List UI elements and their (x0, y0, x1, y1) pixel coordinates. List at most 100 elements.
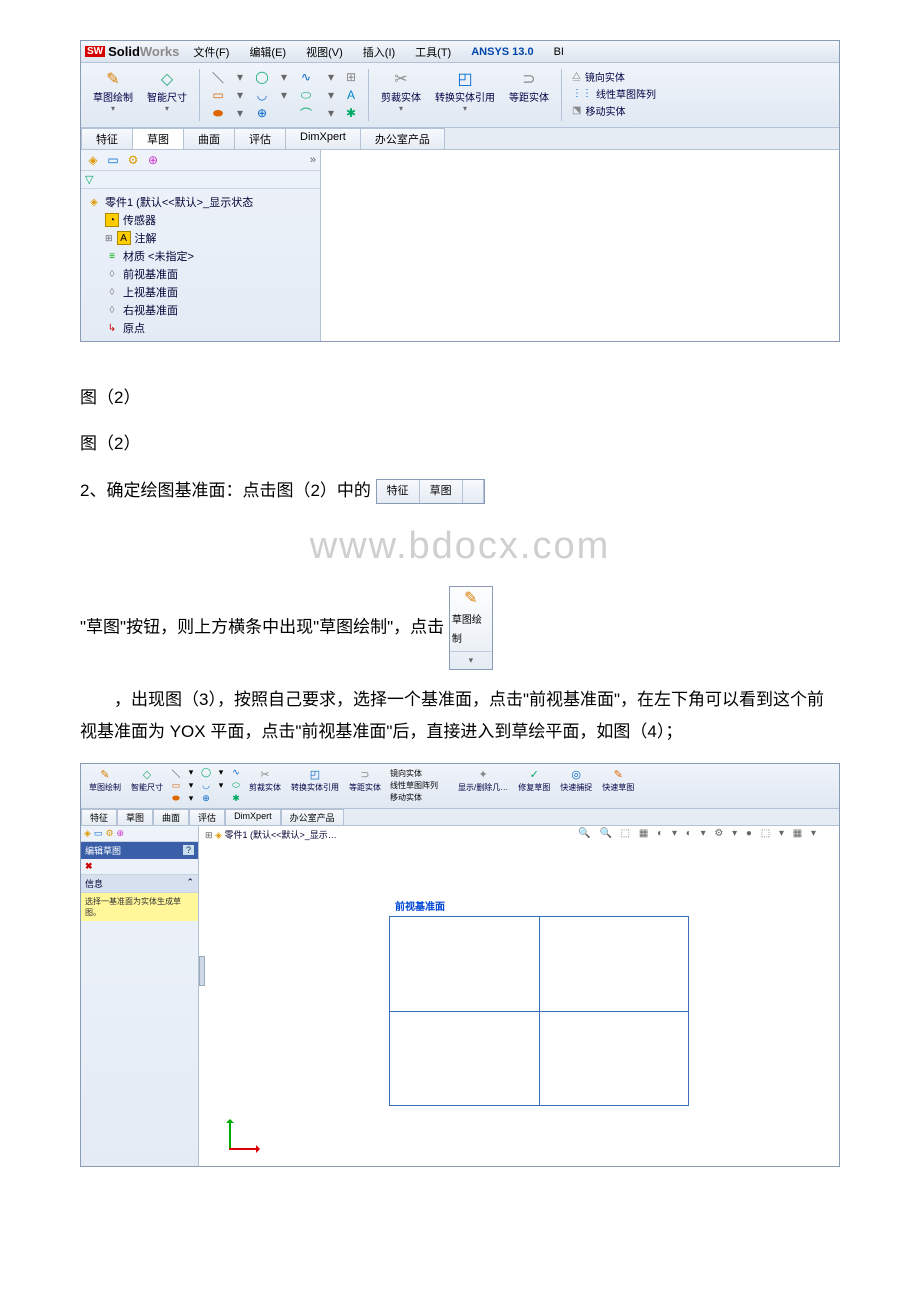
smartdim-button-2[interactable]: ◇智能尺寸 (127, 767, 167, 794)
tree-icon-3[interactable]: ⚙ (125, 152, 141, 168)
front-plane[interactable] (389, 916, 689, 1106)
ribbon-2: ✎草图绘制 ◇智能尺寸 ＼▾◯▾∿ ▭▾◡▾⬭ ⬬▾⊕✱ ✂剪裁实体 ◰转换实体… (81, 764, 839, 809)
command-tabs: 特征 草图 曲面 评估 DimXpert 办公室产品 (81, 128, 839, 150)
x-axis (229, 1148, 259, 1150)
menu-insert[interactable]: 插入(I) (353, 44, 405, 60)
tree-annotations[interactable]: ⊞A注解 (87, 229, 314, 247)
tab2-office[interactable]: 办公室产品 (281, 809, 344, 825)
convert-button-2[interactable]: ◰转换实体引用 (287, 767, 343, 794)
menu-tools[interactable]: 工具(T) (405, 44, 461, 60)
tools-grid-2: ＼▾◯▾∿ ▭▾◡▾⬭ ⬬▾⊕✱ (169, 767, 243, 805)
panel-toolbar: ◈ ▭ ⚙ ⊕ (81, 826, 198, 842)
tab-evaluate[interactable]: 评估 (234, 128, 286, 149)
tab-feature[interactable]: 特征 (81, 128, 133, 149)
paragraph-1: 2、确定绘图基准面：点击图（2）中的 特征 草图 (80, 475, 840, 507)
help-icon[interactable]: ? (183, 845, 194, 855)
inline-tab-feature[interactable]: 特征 (377, 480, 420, 503)
tree-material[interactable]: ≡材质 <未指定> (87, 247, 314, 265)
tab-surface[interactable]: 曲面 (183, 128, 235, 149)
tree-icon-2[interactable]: ▭ (105, 152, 121, 168)
tab-sketch[interactable]: 草图 (132, 128, 184, 149)
inline-tab-sketch[interactable]: 草图 (420, 480, 463, 503)
panel-icon-4[interactable]: ⊕ (117, 828, 125, 839)
repair-button[interactable]: ✓修复草图 (514, 767, 554, 794)
close-icon[interactable]: ✖ (81, 859, 198, 874)
smart-dimension-button[interactable]: ◇智能尺寸▾ (141, 67, 193, 123)
tab-office[interactable]: 办公室产品 (360, 128, 445, 149)
menu-view[interactable]: 视图(V) (296, 44, 353, 60)
expand-icon[interactable]: » (310, 154, 316, 166)
rapid-sketch-button[interactable]: ✎快速草图 (598, 767, 638, 794)
tab2-sketch[interactable]: 草图 (117, 809, 153, 825)
arc-icon[interactable]: ◡ (252, 87, 272, 103)
menu-ansys[interactable]: ANSYS 13.0 (461, 46, 543, 58)
feature-tree: ◈零件1 (默认<<默认>_显示状态 ◔传感器 ⊞A注解 ≡材质 <未指定> ◊… (81, 189, 320, 341)
ellipse-icon[interactable]: ⬭ (296, 87, 316, 103)
feature-tree-panel: ◈ ▭ ⚙ ⊕ » ▽ ◈零件1 (默认<<默认>_显示状态 ◔传感器 ⊞A注解… (81, 150, 321, 341)
tree-right-plane[interactable]: ◊右视基准面 (87, 301, 314, 319)
info-section-header[interactable]: 信息⌃ (81, 874, 198, 893)
asterisk-icon[interactable]: ✱ (342, 105, 360, 121)
view-toolbar[interactable]: 🔍 🔍 ⬚ ▦ ◐ ▾ ◐ ▾ ⚙ ▾ ● ⬚ ▾ ▦ ▾ (578, 828, 819, 839)
panel-title: 编辑草图? (81, 842, 198, 859)
inline-sketch-button[interactable]: ✎ 草图绘制 ▾ (449, 586, 493, 670)
flyout-tree[interactable]: ⊞ ◈ 零件1 (默认<<默认>_显示… (205, 828, 337, 841)
graphics-area[interactable] (321, 150, 839, 341)
graphics-area-2[interactable]: ⊞ ◈ 零件1 (默认<<默认>_显示… 🔍 🔍 ⬚ ▦ ◐ ▾ ◐ ▾ ⚙ ▾… (199, 826, 839, 1166)
quick-snap-button[interactable]: ◎快速捕捉 (556, 767, 596, 794)
point-icon[interactable]: ⊕ (252, 105, 272, 121)
menu-file[interactable]: 文件(F) (183, 44, 239, 60)
splitter-handle[interactable] (199, 956, 205, 986)
tree-root[interactable]: ◈零件1 (默认<<默认>_显示状态 (87, 193, 314, 211)
offset-icon: ⊃ (519, 69, 539, 89)
tab2-dimxpert[interactable]: DimXpert (225, 809, 281, 825)
dropdown-arrow-icon[interactable]: ▾ (450, 651, 492, 669)
move-icon[interactable]: ⬔ (572, 105, 581, 116)
caption-fig2b: 图（2） (80, 428, 840, 460)
tree-front-plane[interactable]: ◊前视基准面 (87, 265, 314, 283)
filter-icon[interactable]: ▽ (81, 171, 320, 189)
menu-edit[interactable]: 编辑(E) (239, 44, 296, 60)
sketch-tools-grid-2: ▾⊞ ▾A ▾✱ (320, 67, 362, 123)
plane-label: 前视基准面 (395, 898, 445, 913)
dimension-icon: ◇ (157, 69, 177, 89)
sketch-button[interactable]: ✎草图绘制▾ (87, 67, 139, 123)
circle-icon[interactable]: ◯ (252, 69, 272, 85)
line-icon[interactable]: ＼ (208, 69, 228, 85)
panel-icon-2[interactable]: ▭ (94, 828, 103, 839)
tab2-surface[interactable]: 曲面 (153, 809, 189, 825)
tree-icon-1[interactable]: ◈ (85, 152, 101, 168)
showhide-button[interactable]: ✦显示/删除几… (454, 767, 512, 794)
slot-icon[interactable]: ⬬ (208, 105, 228, 121)
linear-pattern-icon[interactable]: ⋮⋮ (572, 88, 592, 99)
sketch-button-2[interactable]: ✎草图绘制 (85, 767, 125, 794)
tab2-evaluate[interactable]: 评估 (189, 809, 225, 825)
paragraph-3: ，出现图（3），按照自己要求，选择一个基准面，点击"前视基准面"，在左下角可以看… (80, 684, 840, 749)
tree-sensors[interactable]: ◔传感器 (87, 211, 314, 229)
property-panel: ◈ ▭ ⚙ ⊕ 编辑草图? ✖ 信息⌃ 选择一基准面为实体生成草图。 (81, 826, 199, 1166)
tree-top-plane[interactable]: ◊上视基准面 (87, 283, 314, 301)
panel-icon-1[interactable]: ◈ (84, 828, 91, 839)
offset-button-2[interactable]: ⊃等距实体 (345, 767, 385, 794)
trim-button[interactable]: ✂剪裁实体▾ (375, 67, 427, 123)
inline-tabs-image: 特征 草图 (376, 479, 485, 504)
tree-origin[interactable]: ↳原点 (87, 319, 314, 337)
offset-button[interactable]: ⊃等距实体 (503, 67, 555, 123)
tab-dimxpert[interactable]: DimXpert (285, 128, 361, 149)
window-body-2: ◈ ▭ ⚙ ⊕ 编辑草图? ✖ 信息⌃ 选择一基准面为实体生成草图。 ⊞ ◈ 零… (81, 826, 839, 1166)
rect-icon[interactable]: ▭ (208, 87, 228, 103)
mirror-icon[interactable]: ⧋ (572, 71, 581, 82)
tree-icon-4[interactable]: ⊕ (145, 152, 161, 168)
app-logo: SW SolidWorks (81, 44, 183, 59)
convert-button[interactable]: ◰转换实体引用▾ (429, 67, 501, 123)
transform-list-2: 镜向实体 线性草图阵列 移动实体 (387, 767, 441, 804)
trim-button-2[interactable]: ✂剪裁实体 (245, 767, 285, 794)
convert-icon: ◰ (455, 69, 475, 89)
text-icon[interactable]: A (342, 87, 360, 103)
logo-badge: SW (85, 46, 105, 57)
trim-grid-icon[interactable]: ⊞ (342, 69, 360, 85)
tab2-feature[interactable]: 特征 (81, 809, 117, 825)
spline-icon[interactable]: ∿ (296, 69, 316, 85)
fillet-icon[interactable]: ⌒ (296, 105, 316, 121)
panel-icon-3[interactable]: ⚙ (105, 828, 113, 839)
